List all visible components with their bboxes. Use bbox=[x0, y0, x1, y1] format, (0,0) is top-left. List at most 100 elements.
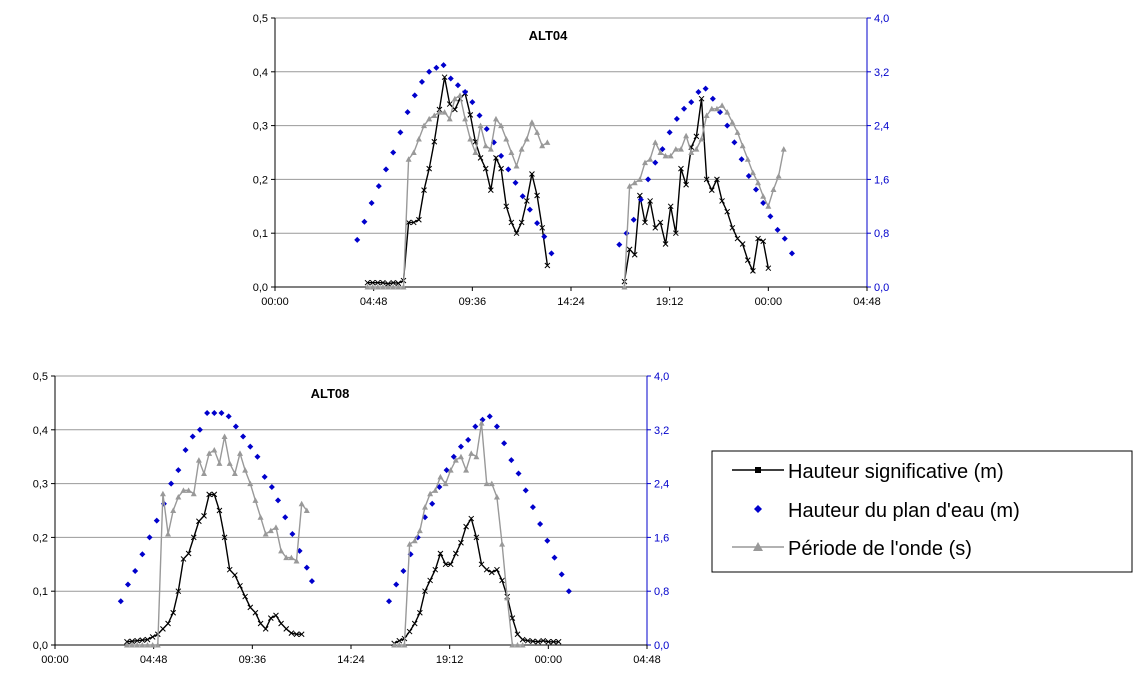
data-point-hauteur-significative-m bbox=[426, 165, 433, 172]
data-point-hauteur-significative-m bbox=[698, 95, 705, 102]
data-point-hauteur-du-plan-d-eau-m bbox=[465, 436, 472, 443]
data-point-p-riode-de-l-onde-s bbox=[688, 149, 695, 155]
data-point-hauteur-significative-m bbox=[478, 561, 485, 568]
data-point-hauteur-du-plan-d-eau-m bbox=[724, 122, 731, 129]
data-point-hauteur-du-plan-d-eau-m bbox=[529, 504, 536, 511]
data-point-p-riode-de-l-onde-s bbox=[477, 122, 484, 129]
data-point-p-riode-de-l-onde-s bbox=[647, 156, 654, 162]
data-point-hauteur-significative-m bbox=[273, 612, 279, 619]
y-left-tick-label: 0,4 bbox=[33, 425, 48, 437]
data-point-hauteur-significative-m bbox=[509, 615, 516, 621]
data-point-hauteur-du-plan-d-eau-m bbox=[175, 467, 182, 474]
data-point-hauteur-significative-m bbox=[482, 165, 489, 172]
data-point-p-riode-de-l-onde-s bbox=[482, 142, 489, 149]
data-point-hauteur-du-plan-d-eau-m bbox=[447, 75, 454, 82]
data-point-p-riode-de-l-onde-s bbox=[374, 284, 381, 290]
data-point-hauteur-du-plan-d-eau-m bbox=[204, 409, 211, 416]
data-point-hauteur-significative-m bbox=[458, 539, 464, 546]
data-point-hauteur-du-plan-d-eau-m bbox=[681, 105, 688, 112]
x-tick-label: 19:12 bbox=[656, 296, 684, 308]
data-point-hauteur-significative-m bbox=[755, 235, 761, 242]
data-point-hauteur-significative-m bbox=[226, 566, 233, 573]
data-point-p-riode-de-l-onde-s bbox=[528, 119, 535, 125]
data-point-p-riode-de-l-onde-s bbox=[672, 146, 679, 152]
data-point-p-riode-de-l-onde-s bbox=[775, 173, 782, 179]
data-point-hauteur-significative-m bbox=[437, 550, 444, 557]
data-point-p-riode-de-l-onde-s bbox=[441, 109, 448, 115]
data-point-p-riode-de-l-onde-s bbox=[426, 115, 433, 122]
data-point-hauteur-du-plan-d-eau-m bbox=[411, 92, 418, 99]
data-point-hauteur-du-plan-d-eau-m bbox=[433, 64, 440, 71]
x-tick-label: 14:24 bbox=[557, 296, 585, 308]
data-point-hauteur-significative-m bbox=[744, 257, 751, 263]
data-point-hauteur-du-plan-d-eau-m bbox=[515, 470, 522, 477]
data-point-p-riode-de-l-onde-s bbox=[698, 136, 705, 142]
data-point-p-riode-de-l-onde-s bbox=[416, 527, 423, 534]
data-point-hauteur-significative-m bbox=[252, 609, 259, 616]
x-tick-label: 04:48 bbox=[853, 296, 881, 308]
data-point-p-riode-de-l-onde-s bbox=[190, 490, 197, 497]
data-point-p-riode-de-l-onde-s bbox=[421, 122, 428, 129]
data-point-p-riode-de-l-onde-s bbox=[134, 642, 141, 648]
data-point-p-riode-de-l-onde-s bbox=[288, 554, 295, 561]
data-point-hauteur-significative-m bbox=[539, 224, 546, 231]
data-point-hauteur-du-plan-d-eau-m bbox=[400, 568, 407, 575]
data-point-hauteur-du-plan-d-eau-m bbox=[551, 554, 558, 561]
data-point-p-riode-de-l-onde-s bbox=[662, 152, 669, 159]
data-point-hauteur-significative-m bbox=[406, 628, 413, 635]
data-point-hauteur-du-plan-d-eau-m bbox=[616, 241, 623, 248]
data-point-hauteur-significative-m bbox=[144, 636, 151, 643]
data-point-hauteur-significative-m bbox=[765, 265, 772, 272]
data-point-p-riode-de-l-onde-s bbox=[447, 467, 454, 473]
data-point-hauteur-du-plan-d-eau-m bbox=[218, 409, 225, 416]
x-tick-label: 00:00 bbox=[535, 654, 563, 666]
data-point-p-riode-de-l-onde-s bbox=[498, 122, 505, 129]
data-point-hauteur-du-plan-d-eau-m bbox=[443, 467, 450, 474]
y-left-tick-label: 0,5 bbox=[253, 13, 268, 25]
y-left-tick-label: 0,3 bbox=[253, 121, 268, 133]
data-point-p-riode-de-l-onde-s bbox=[734, 129, 741, 135]
data-point-hauteur-du-plan-d-eau-m bbox=[709, 95, 716, 102]
data-point-hauteur-du-plan-d-eau-m bbox=[404, 109, 411, 116]
data-point-hauteur-significative-m bbox=[129, 638, 135, 645]
data-point-hauteur-du-plan-d-eau-m bbox=[526, 206, 533, 213]
data-point-p-riode-de-l-onde-s bbox=[216, 460, 223, 466]
data-point-p-riode-de-l-onde-s bbox=[267, 527, 274, 534]
data-point-p-riode-de-l-onde-s bbox=[713, 105, 720, 112]
data-point-p-riode-de-l-onde-s bbox=[452, 457, 459, 463]
data-point-p-riode-de-l-onde-s bbox=[395, 284, 402, 290]
data-point-hauteur-du-plan-d-eau-m bbox=[652, 159, 659, 166]
data-point-p-riode-de-l-onde-s bbox=[760, 193, 767, 199]
data-point-p-riode-de-l-onde-s bbox=[154, 642, 161, 648]
data-point-hauteur-du-plan-d-eau-m bbox=[124, 581, 131, 588]
data-point-p-riode-de-l-onde-s bbox=[379, 284, 386, 290]
data-point-hauteur-du-plan-d-eau-m bbox=[565, 588, 572, 595]
series-line-p-riode-de-l-onde-s bbox=[367, 94, 548, 288]
data-point-hauteur-du-plan-d-eau-m bbox=[512, 179, 519, 186]
data-point-hauteur-du-plan-d-eau-m bbox=[254, 453, 261, 460]
data-point-hauteur-du-plan-d-eau-m bbox=[781, 235, 788, 242]
data-point-p-riode-de-l-onde-s bbox=[415, 136, 422, 142]
data-point-hauteur-significative-m bbox=[540, 637, 547, 644]
y-left-tick-label: 0,1 bbox=[253, 228, 268, 240]
data-point-p-riode-de-l-onde-s bbox=[242, 467, 249, 473]
data-point-hauteur-significative-m bbox=[170, 609, 177, 616]
data-point-hauteur-significative-m bbox=[422, 588, 428, 595]
data-point-hauteur-du-plan-d-eau-m bbox=[637, 196, 644, 203]
data-point-hauteur-significative-m bbox=[442, 561, 449, 568]
data-point-hauteur-du-plan-d-eau-m bbox=[731, 139, 738, 146]
y-left-tick-label: 0,5 bbox=[33, 371, 48, 383]
data-point-p-riode-de-l-onde-s bbox=[237, 450, 243, 456]
data-point-hauteur-du-plan-d-eau-m bbox=[418, 78, 425, 85]
data-point-hauteur-du-plan-d-eau-m bbox=[440, 62, 447, 69]
data-point-hauteur-du-plan-d-eau-m bbox=[753, 186, 759, 193]
data-point-hauteur-significative-m bbox=[678, 165, 684, 172]
legend-label-hauteur-significative: Hauteur significative (m) bbox=[788, 461, 1004, 483]
data-point-p-riode-de-l-onde-s bbox=[534, 129, 541, 135]
data-point-hauteur-significative-m bbox=[416, 216, 422, 223]
data-point-p-riode-de-l-onde-s bbox=[396, 642, 403, 648]
data-point-p-riode-de-l-onde-s bbox=[509, 642, 516, 648]
y-right-tick-label: 3,2 bbox=[654, 425, 669, 437]
data-point-hauteur-du-plan-d-eau-m bbox=[375, 183, 382, 190]
data-point-hauteur-significative-m bbox=[190, 534, 197, 541]
